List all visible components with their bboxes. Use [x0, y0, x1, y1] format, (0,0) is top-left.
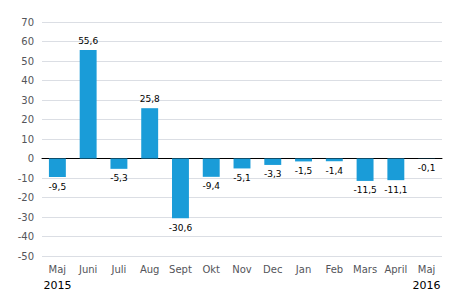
svg-text:55,6: 55,6	[78, 36, 98, 46]
svg-text:-1,4: -1,4	[326, 166, 344, 176]
svg-text:-3,3: -3,3	[264, 169, 282, 179]
svg-text:-50: -50	[18, 251, 34, 262]
svg-text:Juni: Juni	[78, 264, 97, 275]
svg-text:0: 0	[28, 153, 34, 164]
svg-text:Nov: Nov	[232, 264, 252, 275]
svg-text:-20: -20	[18, 192, 34, 203]
svg-text:-10: -10	[18, 173, 34, 184]
svg-text:-0,1: -0,1	[418, 163, 436, 173]
svg-text:-11,1: -11,1	[384, 185, 407, 195]
svg-text:Dec: Dec	[263, 264, 282, 275]
svg-text:60: 60	[21, 36, 34, 47]
svg-text:Feb: Feb	[325, 264, 343, 275]
svg-text:50: 50	[21, 56, 34, 67]
svg-text:Jan: Jan	[295, 264, 311, 275]
svg-text:30: 30	[21, 95, 34, 106]
svg-text:Sept: Sept	[169, 264, 192, 275]
svg-text:Maj: Maj	[418, 264, 436, 275]
svg-text:2015: 2015	[43, 279, 71, 292]
svg-text:-11,5: -11,5	[353, 185, 376, 195]
svg-text:-40: -40	[18, 231, 34, 242]
svg-text:-1,5: -1,5	[295, 166, 313, 176]
svg-text:Mars: Mars	[353, 264, 377, 275]
svg-text:-9,4: -9,4	[202, 181, 220, 191]
svg-text:70: 70	[21, 17, 34, 28]
svg-text:Aug: Aug	[140, 264, 160, 275]
svg-text:10: 10	[21, 134, 34, 145]
svg-text:25,8: 25,8	[140, 94, 160, 104]
svg-text:20: 20	[21, 114, 34, 125]
svg-text:-5,3: -5,3	[110, 173, 128, 183]
svg-text:Maj: Maj	[49, 264, 67, 275]
svg-text:Okt: Okt	[202, 264, 220, 275]
svg-text:-30,6: -30,6	[169, 223, 193, 233]
svg-text:40: 40	[21, 75, 34, 86]
svg-text:-5,1: -5,1	[233, 173, 251, 183]
svg-text:Juli: Juli	[111, 264, 127, 275]
svg-text:-9,5: -9,5	[49, 182, 67, 192]
svg-text:2016: 2016	[413, 279, 441, 292]
svg-text:-30: -30	[18, 212, 34, 223]
svg-text:April: April	[384, 264, 407, 275]
